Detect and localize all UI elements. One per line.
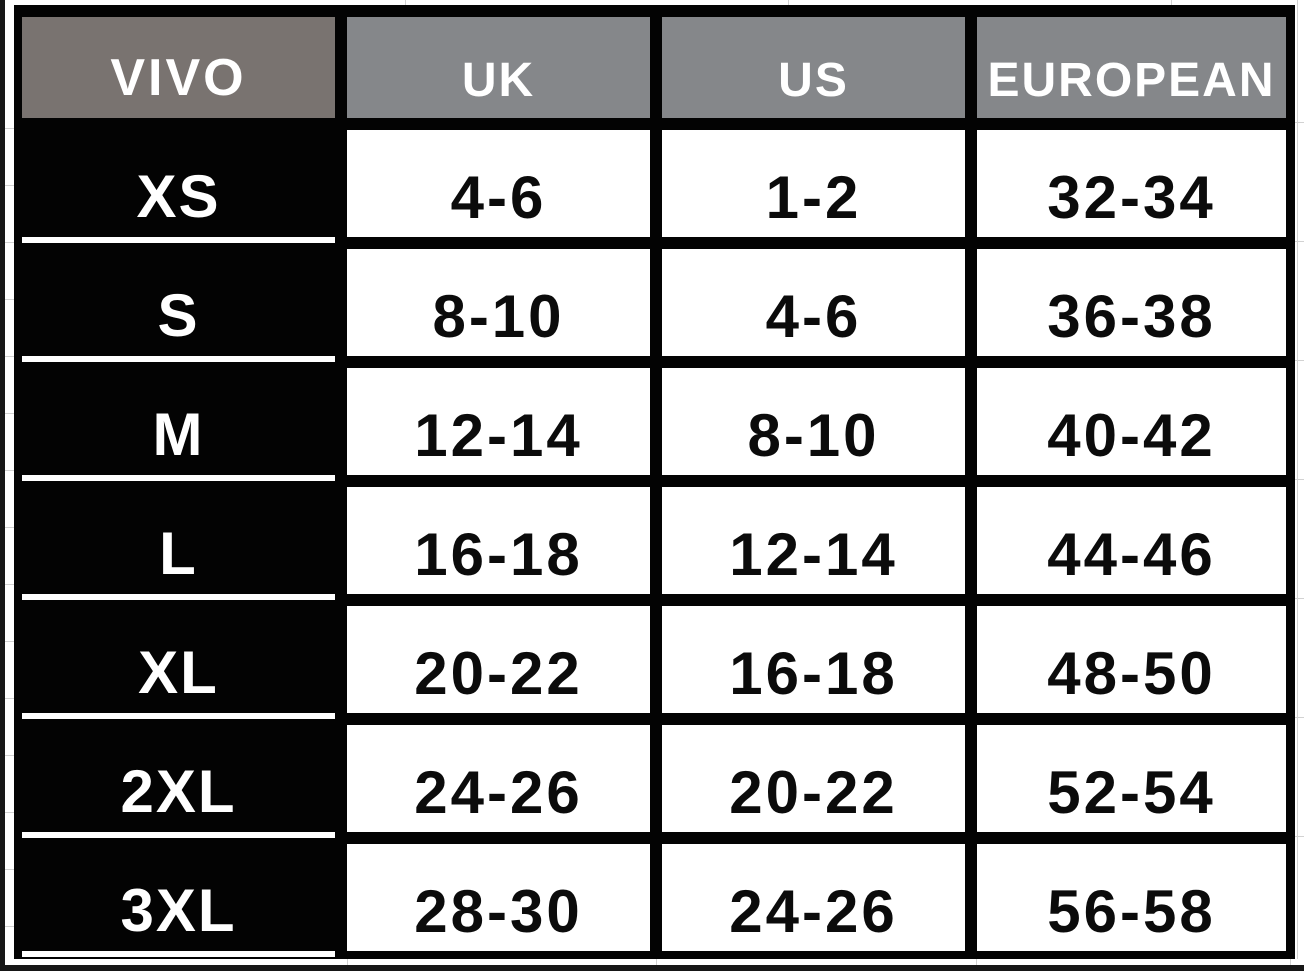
european-value-cell[interactable]: 52-54	[977, 725, 1286, 832]
header-cell-us[interactable]: US	[662, 17, 965, 118]
sheet-gridline	[788, 0, 789, 5]
size-label-cell[interactable]: 3XL	[22, 844, 335, 957]
sheet-gridline	[405, 0, 406, 5]
european-value-cell[interactable]: 48-50	[977, 606, 1286, 713]
sheet-gridline	[347, 959, 348, 965]
sheet-gridline	[5, 242, 14, 243]
screen-edge-left	[0, 0, 5, 971]
sheet-gridline-right	[1297, 0, 1298, 965]
us-value-cell[interactable]: 8-10	[662, 368, 965, 475]
screen-edge-bottom	[0, 965, 1304, 971]
us-value-cell[interactable]: 24-26	[662, 844, 965, 951]
sheet-gridline	[976, 959, 977, 965]
sheet-gridline	[1295, 836, 1304, 837]
sheet-gridline	[1295, 360, 1304, 361]
sheet-gridline	[5, 584, 14, 585]
size-conversion-table: VIVO UK US EUROPEAN XS 4-6 1-2 32-34 S 8-10 4-…	[14, 5, 1295, 965]
uk-value-cell[interactable]: 24-26	[347, 725, 650, 832]
us-value-cell[interactable]: 20-22	[662, 725, 965, 832]
header-cell-uk[interactable]: UK	[347, 17, 650, 118]
sheet-gridline	[5, 356, 14, 357]
european-value-cell[interactable]: 40-42	[977, 368, 1286, 475]
sheet-gridline	[1295, 598, 1304, 599]
uk-value-cell[interactable]: 8-10	[347, 249, 650, 356]
header-cell-european[interactable]: EUROPEAN	[977, 17, 1286, 118]
sheet-gridline	[5, 128, 14, 129]
sheet-gridline	[5, 698, 14, 699]
sheet-gridline	[656, 959, 657, 965]
sheet-gridline	[1295, 479, 1304, 480]
sheet-gridline	[1295, 122, 1304, 123]
sheet-gridline	[5, 299, 14, 300]
size-label-cell[interactable]: S	[22, 249, 335, 362]
sheet-gridline	[5, 755, 14, 756]
size-label-cell[interactable]: XL	[22, 606, 335, 719]
uk-value-cell[interactable]: 4-6	[347, 130, 650, 237]
uk-value-cell[interactable]: 20-22	[347, 606, 650, 713]
sheet-gridline	[5, 926, 14, 927]
us-value-cell[interactable]: 4-6	[662, 249, 965, 356]
european-value-cell[interactable]: 44-46	[977, 487, 1286, 594]
sheet-gridline	[1295, 241, 1304, 242]
us-value-cell[interactable]: 16-18	[662, 606, 965, 713]
uk-value-cell[interactable]: 28-30	[347, 844, 650, 951]
european-value-cell[interactable]: 36-38	[977, 249, 1286, 356]
header-cell-brand[interactable]: VIVO	[22, 17, 335, 118]
sheet-gridline	[5, 470, 14, 471]
size-label-cell[interactable]: XS	[22, 130, 335, 243]
european-value-cell[interactable]: 56-58	[977, 844, 1286, 951]
us-value-cell[interactable]: 12-14	[662, 487, 965, 594]
us-value-cell[interactable]: 1-2	[662, 130, 965, 237]
uk-value-cell[interactable]: 12-14	[347, 368, 650, 475]
sheet-gridline	[5, 812, 14, 813]
size-label-cell[interactable]: M	[22, 368, 335, 481]
sheet-gridline	[5, 185, 14, 186]
european-value-cell[interactable]: 32-34	[977, 130, 1286, 237]
sheet-gridline	[5, 869, 14, 870]
sheet-gridline	[5, 527, 14, 528]
sheet-gridline	[1171, 0, 1172, 5]
sheet-gridline	[1290, 959, 1291, 965]
sheet-gridline	[5, 413, 14, 414]
size-label-cell[interactable]: L	[22, 487, 335, 600]
uk-value-cell[interactable]: 16-18	[347, 487, 650, 594]
sheet-gridline-strip-bottom	[0, 959, 1304, 965]
size-label-cell[interactable]: 2XL	[22, 725, 335, 838]
sheet-gridline	[1295, 717, 1304, 718]
sheet-gridline	[5, 641, 14, 642]
